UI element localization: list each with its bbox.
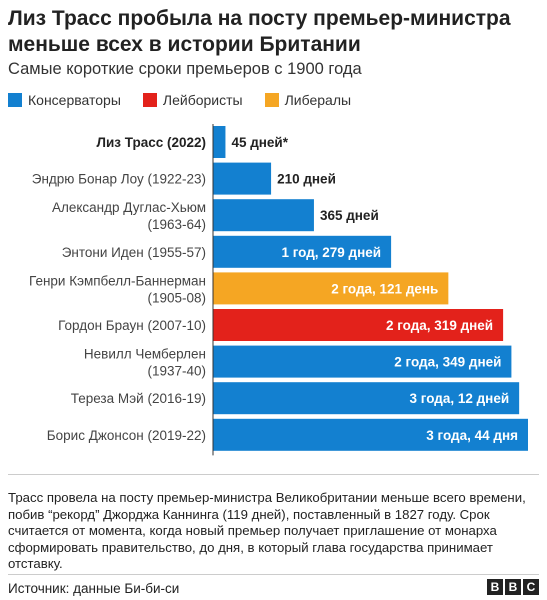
legend-item-labour: Лейбористы (142, 92, 243, 108)
bar (213, 126, 226, 158)
value-label: 365 дней (320, 208, 379, 223)
category-label: Лиз Трасс (2022) (96, 135, 206, 150)
category-label: Энтони Иден (1955-57) (62, 245, 206, 260)
divider-bottom (8, 574, 539, 575)
bbc-logo-letter: B (487, 579, 503, 595)
category-label: Генри Кэмпбелл-Баннерман (1905-08) (29, 273, 206, 305)
category-label: Александр Дуглас-Хьюм (1963-64) (52, 200, 206, 232)
category-label: Тереза Мэй (2016-19) (71, 391, 206, 406)
bar (213, 272, 449, 305)
category-label: Невилл Чемберлен (1937-40) (84, 347, 206, 379)
bar (213, 309, 504, 341)
bar (213, 418, 528, 451)
bar-chart: Лиз Трасс (2022) 45 дней* Эндрю Бонар Лоу … (29, 124, 528, 456)
value-label: 2 года, 121 день (331, 281, 438, 296)
divider-top (8, 474, 539, 475)
value-label: 3 года, 44 дня (426, 428, 518, 443)
legend-label-conservatives: Консерваторы (28, 92, 121, 108)
chart-title: Лиз Трасс пробыла на посту премьер-минис… (8, 7, 511, 56)
bar (213, 382, 520, 415)
value-label: 2 года, 349 дней (394, 355, 501, 370)
bar (213, 162, 272, 195)
footnote: Трасс провела на посту премьер-министра … (8, 490, 526, 571)
bar (213, 345, 512, 378)
value-label: 210 дней (277, 172, 336, 187)
legend-swatch-labour (142, 93, 157, 107)
category-label: Эндрю Бонар Лоу (1922-23) (32, 172, 206, 187)
legend: Консерваторы Лейбористы Либералы (8, 92, 373, 108)
bar (213, 199, 314, 232)
chart-subtitle: Самые короткие сроки премьеров с 1900 го… (8, 60, 362, 78)
source-text: Источник: данные Би-би-си (8, 581, 180, 596)
value-label: 2 года, 319 дней (386, 318, 493, 333)
legend-item-liberals: Либералы (264, 92, 352, 108)
legend-swatch-liberals (264, 93, 279, 107)
legend-swatch-conservatives (8, 93, 22, 107)
value-label: 1 год, 279 дней (281, 245, 381, 260)
legend-label-liberals: Либералы (284, 92, 352, 108)
bbc-logo: B B C (487, 579, 539, 595)
legend-label-labour: Лейбористы (162, 92, 243, 108)
category-label: Борис Джонсон (2019-22) (47, 428, 206, 443)
legend-item-conservatives: Консерваторы (8, 92, 121, 108)
bbc-logo-letter: B (505, 579, 521, 595)
value-label: 45 дней* (231, 135, 288, 150)
category-label: Гордон Браун (2007-10) (58, 318, 206, 333)
bbc-logo-letter: C (523, 579, 539, 595)
bar (213, 235, 392, 268)
value-label: 3 года, 12 дней (409, 391, 509, 406)
